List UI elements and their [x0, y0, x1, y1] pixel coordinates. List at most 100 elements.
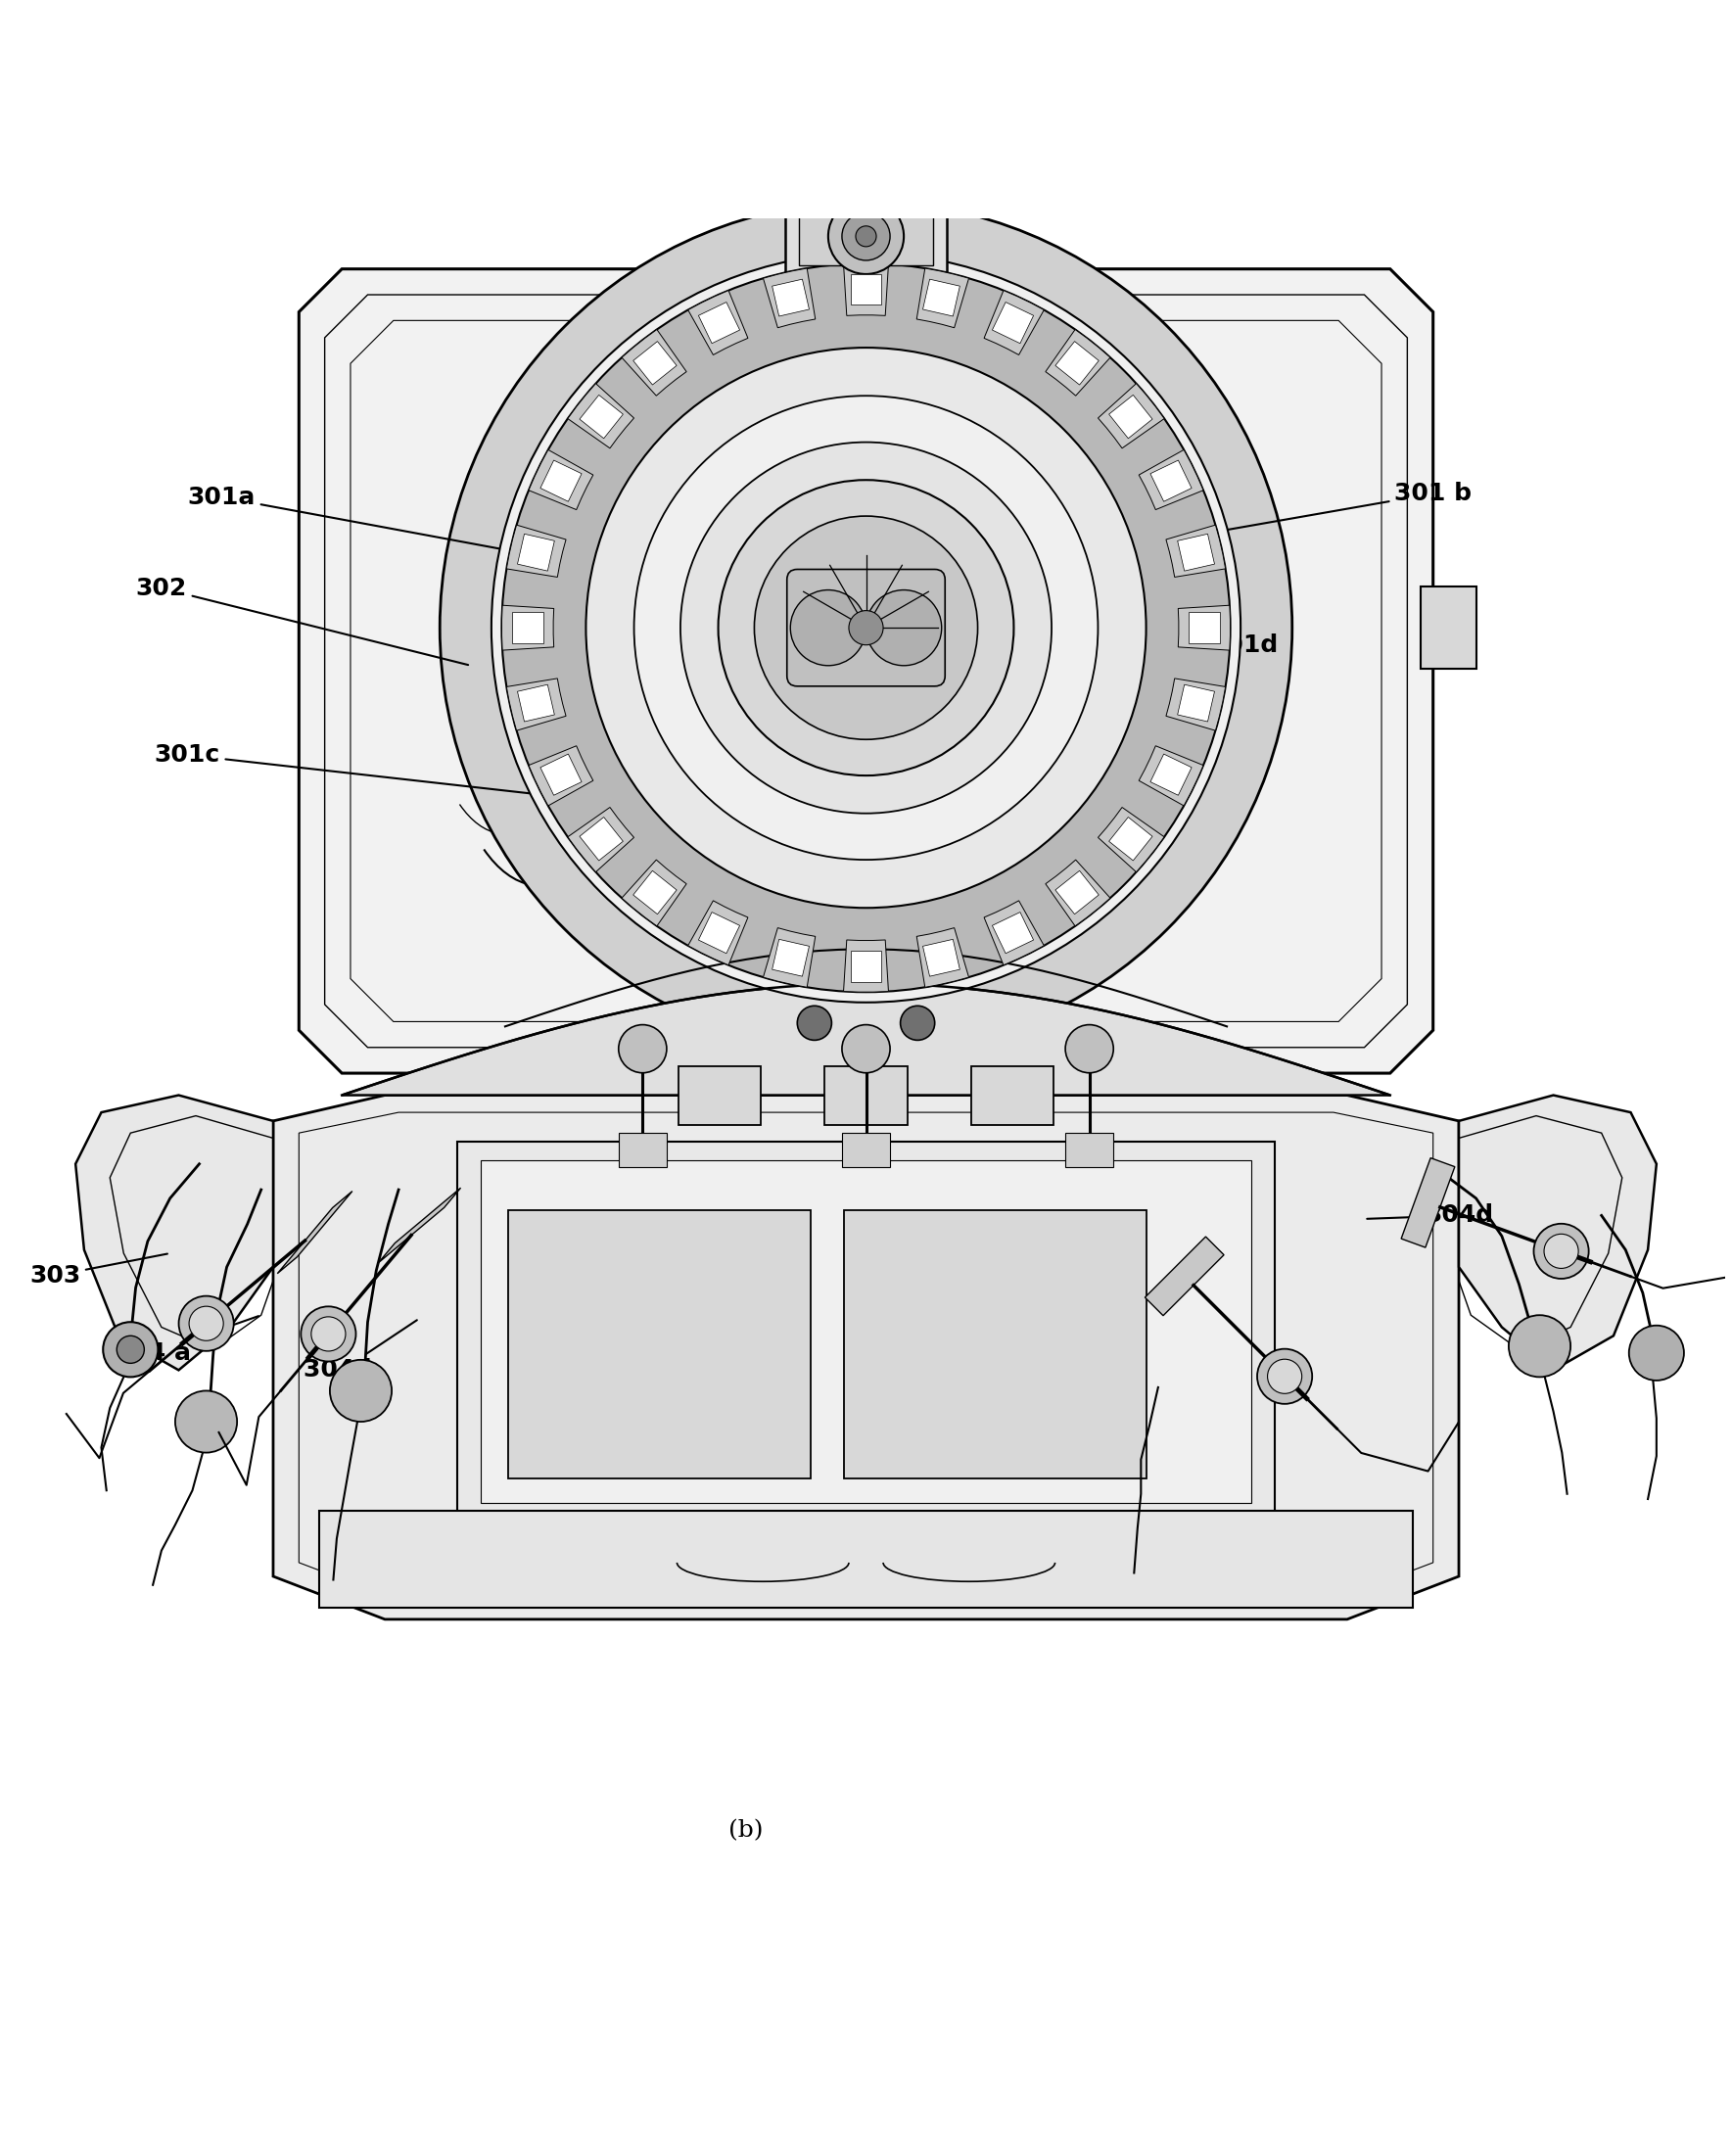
FancyBboxPatch shape [842, 1134, 890, 1166]
Circle shape [178, 1296, 234, 1352]
Circle shape [1509, 1315, 1571, 1378]
Polygon shape [1098, 806, 1164, 871]
Circle shape [856, 226, 876, 246]
Polygon shape [850, 274, 882, 304]
Circle shape [301, 1307, 355, 1360]
Polygon shape [1178, 686, 1214, 722]
Polygon shape [1178, 606, 1230, 651]
Polygon shape [764, 267, 816, 328]
FancyBboxPatch shape [824, 1067, 908, 1125]
Polygon shape [923, 940, 960, 977]
Polygon shape [992, 302, 1034, 343]
Polygon shape [1108, 395, 1152, 438]
Circle shape [1268, 1358, 1302, 1393]
Text: 304 a: 304 a [114, 1315, 258, 1365]
Circle shape [189, 1307, 223, 1341]
FancyBboxPatch shape [843, 1210, 1147, 1479]
Polygon shape [76, 1095, 274, 1369]
Polygon shape [580, 817, 624, 860]
Circle shape [790, 591, 866, 666]
FancyBboxPatch shape [798, 211, 934, 265]
Polygon shape [568, 384, 634, 448]
Circle shape [828, 198, 904, 274]
Text: 301a: 301a [187, 485, 572, 563]
Text: 304 b: 304 b [303, 1319, 417, 1382]
Circle shape [175, 1391, 237, 1453]
Polygon shape [518, 686, 554, 722]
Polygon shape [528, 451, 592, 509]
Polygon shape [300, 270, 1432, 1074]
Text: 301d: 301d [1058, 634, 1278, 688]
Polygon shape [1145, 1238, 1225, 1315]
FancyBboxPatch shape [1420, 586, 1476, 668]
Polygon shape [1178, 535, 1214, 571]
Polygon shape [1166, 679, 1226, 731]
Polygon shape [1108, 817, 1152, 860]
Polygon shape [850, 951, 882, 981]
Polygon shape [764, 927, 816, 987]
Text: 304d: 304d [1367, 1203, 1493, 1227]
Circle shape [1543, 1233, 1578, 1268]
Polygon shape [1401, 1158, 1455, 1248]
Polygon shape [274, 1095, 1458, 1619]
Circle shape [102, 1322, 158, 1378]
Circle shape [1257, 1350, 1313, 1404]
Polygon shape [1140, 746, 1204, 806]
Polygon shape [772, 278, 809, 317]
Polygon shape [1140, 451, 1204, 509]
Circle shape [1065, 1024, 1114, 1074]
Polygon shape [634, 341, 677, 384]
Polygon shape [506, 524, 566, 578]
Polygon shape [984, 291, 1044, 356]
Circle shape [502, 263, 1230, 992]
Circle shape [681, 442, 1051, 813]
FancyBboxPatch shape [509, 1210, 811, 1479]
FancyBboxPatch shape [785, 209, 947, 280]
Polygon shape [698, 912, 740, 953]
Circle shape [634, 397, 1098, 860]
Polygon shape [916, 267, 968, 328]
Text: 303: 303 [29, 1255, 168, 1287]
Circle shape [1630, 1326, 1684, 1380]
FancyBboxPatch shape [786, 569, 946, 686]
Circle shape [719, 481, 1013, 776]
Polygon shape [502, 606, 554, 651]
Polygon shape [506, 679, 566, 731]
Circle shape [1535, 1225, 1588, 1279]
FancyBboxPatch shape [679, 1067, 760, 1125]
Polygon shape [1046, 860, 1110, 927]
Polygon shape [843, 940, 889, 992]
FancyBboxPatch shape [319, 1511, 1413, 1606]
FancyBboxPatch shape [481, 1160, 1251, 1503]
Circle shape [866, 591, 942, 666]
Polygon shape [622, 860, 686, 927]
Polygon shape [622, 330, 686, 397]
Text: 302: 302 [135, 576, 468, 664]
FancyBboxPatch shape [972, 1067, 1053, 1125]
Polygon shape [634, 871, 677, 914]
Polygon shape [568, 806, 634, 871]
Polygon shape [1458, 1095, 1656, 1369]
Polygon shape [698, 302, 740, 343]
Circle shape [116, 1337, 144, 1363]
FancyBboxPatch shape [457, 1141, 1275, 1522]
Polygon shape [341, 983, 1391, 1095]
Circle shape [312, 1317, 346, 1352]
Polygon shape [984, 901, 1044, 966]
Circle shape [842, 211, 890, 261]
Polygon shape [916, 927, 968, 987]
Circle shape [755, 515, 977, 740]
Text: 304c: 304c [946, 1496, 1010, 1591]
Polygon shape [992, 912, 1034, 953]
FancyBboxPatch shape [618, 1134, 667, 1166]
Polygon shape [1150, 755, 1192, 796]
Polygon shape [540, 755, 582, 796]
Circle shape [329, 1360, 391, 1421]
Polygon shape [1166, 524, 1226, 578]
Polygon shape [843, 263, 889, 315]
Polygon shape [772, 940, 809, 977]
Circle shape [440, 203, 1292, 1054]
Circle shape [618, 1024, 667, 1074]
Polygon shape [277, 1190, 352, 1274]
Polygon shape [1150, 459, 1192, 502]
